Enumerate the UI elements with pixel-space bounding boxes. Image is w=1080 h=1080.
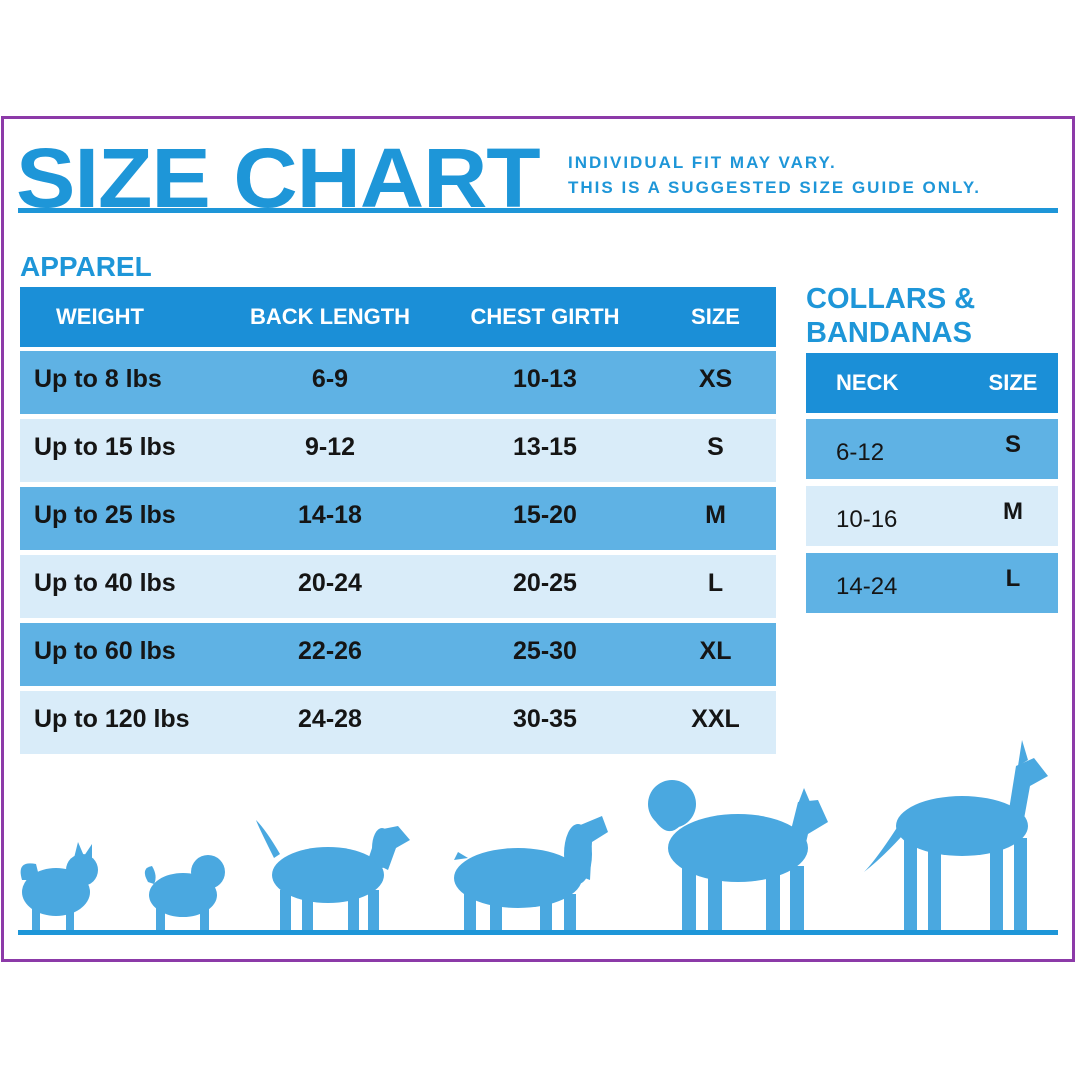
weight-cell: Up to 60 lbs (34, 637, 176, 665)
back-length-cell: 20-24 (298, 569, 362, 597)
table-row: Up to 25 lbs 14-18 15-20 M (20, 487, 776, 550)
apparel-table-header: WEIGHT BACK LENGTH CHEST GIRTH SIZE (20, 287, 776, 347)
weight-cell: Up to 120 lbs (34, 705, 190, 733)
page-title: SIZE CHART (16, 131, 541, 225)
size-cell: XS (698, 365, 733, 393)
disclaimer-line-2: THIS IS A SUGGESTED SIZE GUIDE ONLY. (568, 178, 982, 197)
column-header-neck: NECK (836, 370, 899, 395)
table-row: 10-16 M (806, 486, 1058, 546)
table-row: Up to 60 lbs 22-26 25-30 XL (20, 623, 776, 686)
collars-label-line-1: COLLARS & (806, 283, 976, 315)
back-length-cell: 6-9 (311, 365, 349, 393)
chest-girth-cell: 13-15 (513, 433, 577, 461)
size-cell: S (1004, 431, 1021, 458)
table-row: Up to 15 lbs 9-12 13-15 S (20, 419, 776, 482)
neck-cell: 10-16 (836, 506, 898, 533)
fit-disclaimer: INDIVIDUAL FIT MAY VARY. THIS IS A SUGGE… (568, 150, 981, 200)
back-length-cell: 9-12 (304, 433, 356, 461)
back-length-cell: 24-28 (298, 705, 362, 733)
size-cell: XXL (691, 705, 740, 733)
column-header-size: SIZE (691, 304, 740, 329)
column-header-back-length: BACK LENGTH (249, 304, 411, 329)
husky-silhouette-icon (648, 780, 828, 932)
neck-cell: 14-24 (836, 573, 898, 600)
back-length-cell: 22-26 (298, 637, 362, 665)
back-length-cell: 14-18 (298, 501, 362, 529)
chest-girth-cell: 25-30 (513, 637, 577, 665)
size-cell: L (707, 569, 724, 597)
weight-cell: Up to 25 lbs (34, 501, 176, 529)
chest-girth-cell: 10-13 (513, 365, 577, 393)
size-cell: S (707, 433, 724, 461)
column-header-weight: WEIGHT (56, 304, 144, 329)
ground-line (18, 930, 1058, 935)
spaniel-silhouette-icon (454, 816, 608, 932)
weight-cell: Up to 8 lbs (34, 365, 162, 393)
size-cell: L (1005, 565, 1021, 592)
great-dane-silhouette-icon (864, 740, 1048, 932)
pug-silhouette-icon (144, 855, 225, 930)
size-cell: XL (699, 637, 732, 665)
pomeranian-silhouette-icon (20, 842, 98, 930)
table-row: 14-24 L (806, 553, 1058, 613)
collars-size-table: NECK SIZE 6-12 S 10-16 M 14-24 L (806, 353, 1058, 620)
size-cell: M (1003, 498, 1023, 525)
disclaimer-line-1: INDIVIDUAL FIT MAY VARY. (568, 153, 837, 172)
table-row: Up to 120 lbs 24-28 30-35 XXL (20, 691, 776, 754)
beagle-silhouette-icon (256, 820, 410, 932)
title-divider (18, 208, 1058, 213)
apparel-size-table: WEIGHT BACK LENGTH CHEST GIRTH SIZE Up t… (20, 287, 776, 759)
chest-girth-cell: 20-25 (513, 569, 577, 597)
chest-girth-cell: 30-35 (513, 705, 577, 733)
weight-cell: Up to 40 lbs (34, 569, 176, 597)
column-header-size: SIZE (988, 370, 1038, 395)
chest-girth-cell: 15-20 (513, 501, 577, 529)
table-row: 6-12 S (806, 419, 1058, 479)
collars-label-line-2: BANDANAS (806, 317, 972, 349)
size-cell: M (705, 501, 726, 529)
table-row: Up to 40 lbs 20-24 20-25 L (20, 555, 776, 618)
apparel-section-label: APPAREL (20, 251, 152, 282)
table-row: Up to 8 lbs 6-9 10-13 XS (20, 351, 776, 414)
column-header-chest-girth: CHEST GIRTH (470, 304, 620, 329)
weight-cell: Up to 15 lbs (34, 433, 176, 461)
neck-cell: 6-12 (836, 439, 885, 466)
collars-section-label: COLLARS & BANDANAS (806, 282, 975, 350)
collars-table-header: NECK SIZE (806, 353, 1058, 413)
dog-silhouettes-illustration (20, 740, 1048, 932)
